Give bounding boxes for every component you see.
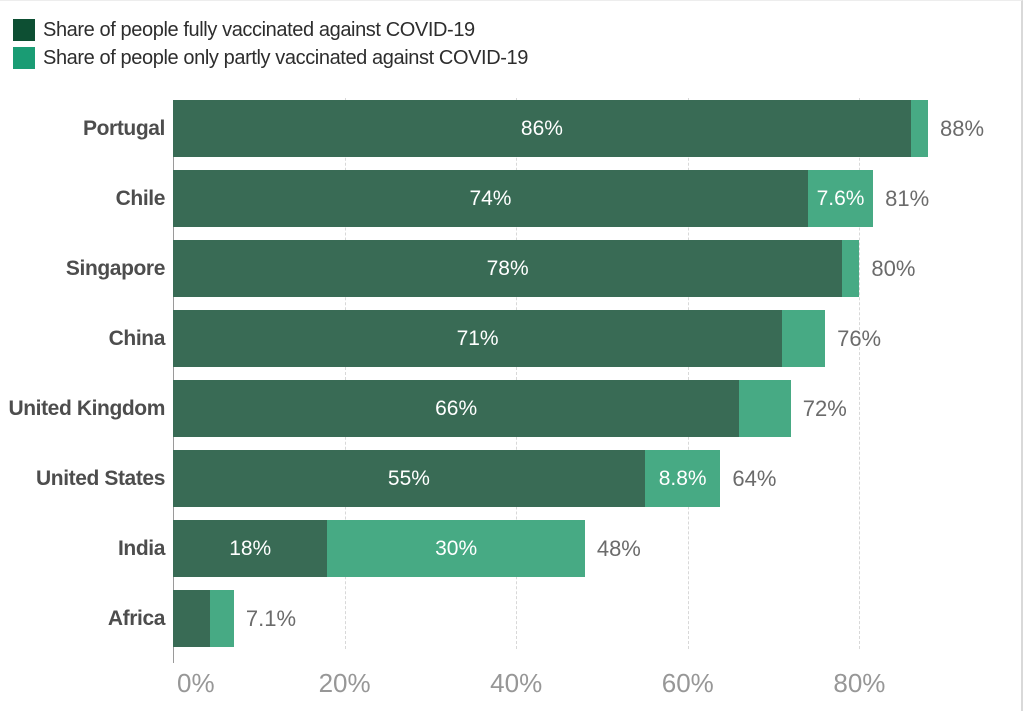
bar-total-label: 81% (885, 186, 930, 211)
bar-segment-partly[interactable] (782, 310, 826, 367)
legend-label-fully: Share of people fully vaccinated against… (43, 18, 475, 41)
bar-segment-fully[interactable] (173, 170, 808, 227)
bar-segment-partly[interactable] (842, 240, 860, 297)
bar-value-fully: 55% (387, 467, 430, 490)
bar-segment-partly[interactable] (910, 100, 929, 157)
bar-value-fully: 66% (435, 397, 478, 420)
bar-total-label: 7.1% (245, 606, 297, 631)
legend-swatch-fully-icon (13, 19, 35, 41)
bar-value-fully: 71% (456, 327, 499, 350)
bar-value-partly: 30% (435, 537, 478, 560)
bar-segment-partly[interactable] (644, 450, 721, 507)
bar-total-label: 72% (802, 396, 847, 421)
bar-segment-fully[interactable] (173, 590, 210, 647)
x-axis-tick-label: 80% (833, 668, 886, 698)
bar-segment-fully[interactable] (173, 310, 783, 367)
x-axis-tick-label: 40% (490, 668, 543, 698)
bar-value-fully: 18% (229, 537, 272, 560)
bar-total-label: 80% (871, 256, 916, 281)
bar-segment-fully[interactable] (173, 380, 740, 437)
bar-total-label: 64% (732, 466, 777, 491)
gridline-20% (344, 98, 346, 649)
legend-item-fully[interactable]: Share of people fully vaccinated against… (13, 19, 528, 41)
category-label: Africa (107, 607, 166, 630)
legend-item-partly[interactable]: Share of people only partly vaccinated a… (13, 47, 528, 69)
legend-label-partly: Share of people only partly vaccinated a… (43, 46, 528, 69)
bar-segment-fully[interactable] (173, 450, 645, 507)
bar-segment-fully[interactable] (173, 520, 328, 577)
bar-segment-fully[interactable] (173, 240, 843, 297)
category-label: China (108, 327, 166, 350)
bar-total-label: 76% (837, 326, 882, 351)
x-axis-tick-label: 60% (661, 668, 714, 698)
x-axis-tick-label: 0% (177, 668, 215, 698)
gridline-80% (859, 98, 861, 649)
bar-segment-partly[interactable] (807, 170, 874, 227)
gridline-60% (687, 98, 689, 649)
bar-segment-partly[interactable] (209, 590, 234, 647)
bar-segment-fully[interactable] (173, 100, 911, 157)
legend: Share of people fully vaccinated against… (13, 19, 528, 75)
x-axis-tick-label: 20% (318, 668, 371, 698)
category-label: India (117, 537, 165, 560)
category-label: United States (36, 467, 165, 490)
bar-value-partly: 8.8% (658, 467, 707, 490)
category-label: Singapore (65, 257, 165, 280)
bar-value-partly: 7.6% (816, 187, 865, 210)
legend-swatch-partly-icon (13, 47, 35, 69)
bar-total-label: 48% (596, 536, 641, 561)
bar-value-fully: 78% (486, 257, 529, 280)
bar-value-fully: 74% (469, 187, 512, 210)
category-label: Chile (115, 187, 166, 210)
bar-value-fully: 86% (520, 117, 563, 140)
bar-total-label: 88% (940, 116, 985, 141)
bar-segment-partly[interactable] (327, 520, 585, 577)
category-label: Portugal (83, 117, 165, 140)
bar-segment-partly[interactable] (739, 380, 791, 437)
gridline-40% (516, 98, 518, 649)
category-label: United Kingdom (8, 397, 165, 420)
